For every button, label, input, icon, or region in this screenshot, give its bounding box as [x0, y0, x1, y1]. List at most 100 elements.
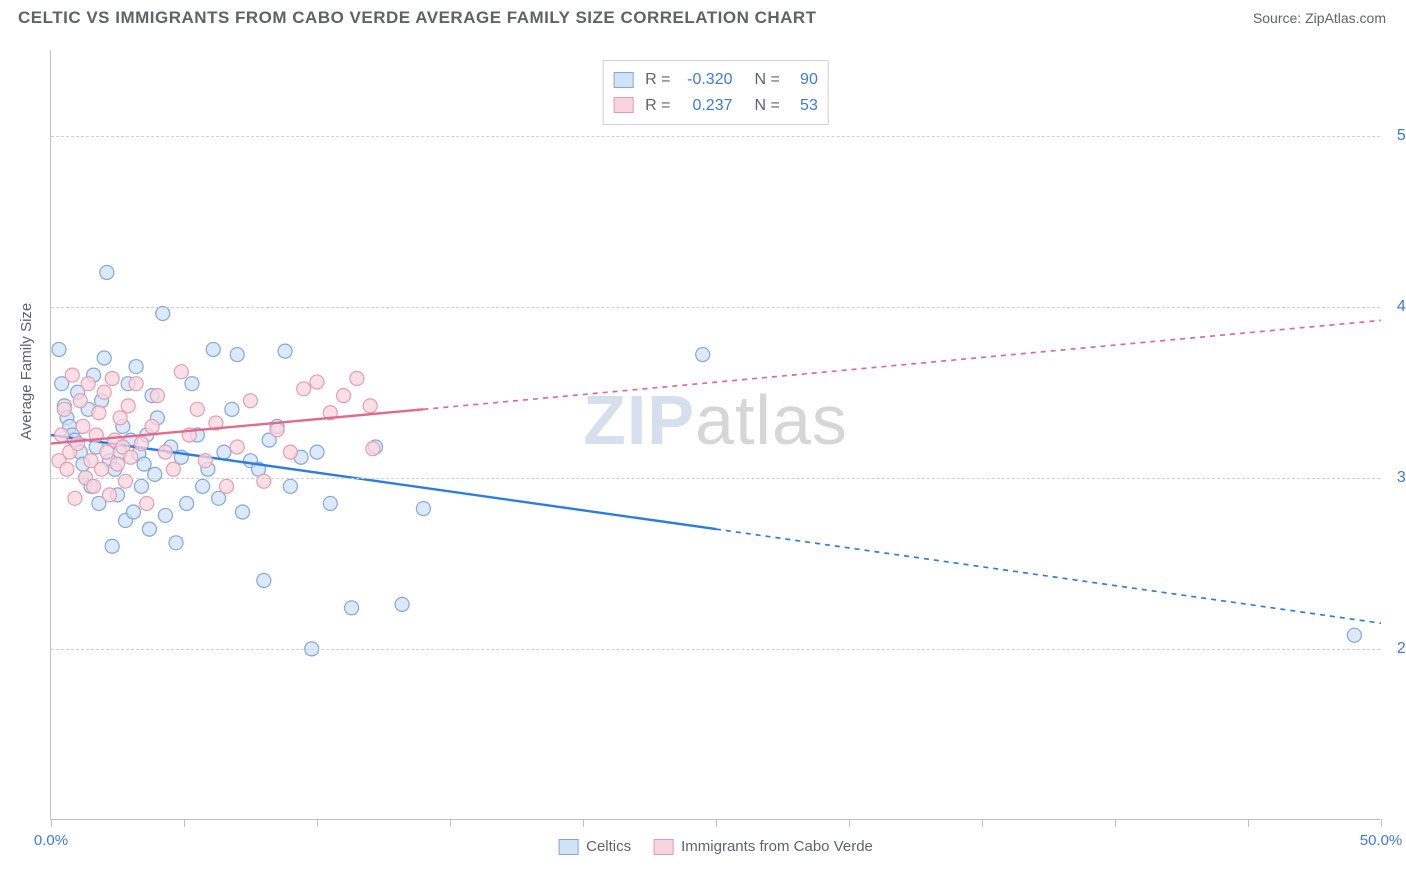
data-point-cabo	[134, 437, 148, 451]
data-point-celtics	[158, 508, 172, 522]
data-point-cabo	[310, 375, 324, 389]
data-point-cabo	[76, 419, 90, 433]
data-point-celtics	[395, 597, 409, 611]
legend-swatch	[613, 72, 633, 88]
data-point-celtics	[278, 344, 292, 358]
y-tick-label: 4.00	[1397, 298, 1406, 316]
gridline	[51, 649, 1380, 650]
x-tick	[716, 819, 717, 827]
data-point-celtics	[416, 502, 430, 516]
data-point-cabo	[105, 372, 119, 386]
chart-source: Source: ZipAtlas.com	[1253, 10, 1386, 26]
data-point-cabo	[111, 457, 125, 471]
data-point-cabo	[230, 440, 244, 454]
data-point-cabo	[92, 406, 106, 420]
data-point-cabo	[190, 402, 204, 416]
data-point-celtics	[283, 479, 297, 493]
x-tick	[849, 819, 850, 827]
data-point-cabo	[100, 445, 114, 459]
x-tick-label: 0.0%	[34, 832, 68, 849]
legend-label: Celtics	[586, 838, 631, 855]
data-point-cabo	[97, 385, 111, 399]
data-point-cabo	[145, 419, 159, 433]
trend-line-dashed-celtics	[716, 529, 1381, 623]
x-tick	[184, 819, 185, 827]
data-point-cabo	[158, 445, 172, 459]
data-point-cabo	[124, 450, 138, 464]
data-point-cabo	[71, 437, 85, 451]
data-point-cabo	[103, 488, 117, 502]
data-point-cabo	[68, 491, 82, 505]
data-point-cabo	[65, 368, 79, 382]
r-label: R =	[645, 67, 670, 93]
legend-item: Celtics	[558, 838, 631, 855]
data-point-cabo	[118, 474, 132, 488]
data-point-cabo	[60, 462, 74, 476]
n-label: N =	[755, 93, 780, 119]
data-point-celtics	[156, 307, 170, 321]
data-point-celtics	[1347, 628, 1361, 642]
data-point-celtics	[323, 496, 337, 510]
data-point-cabo	[337, 389, 351, 403]
legend-series: Celtics Immigrants from Cabo Verde	[558, 838, 873, 855]
data-point-cabo	[363, 399, 377, 413]
data-point-celtics	[126, 505, 140, 519]
legend-stat-row-cabo: R = 0.237 N = 53	[613, 93, 818, 119]
data-point-cabo	[113, 411, 127, 425]
data-point-celtics	[142, 522, 156, 536]
legend-stat-row-celtics: R =-0.320N =90	[613, 67, 818, 93]
r-value: 0.237	[679, 93, 733, 119]
data-point-celtics	[52, 342, 66, 356]
data-point-celtics	[257, 573, 271, 587]
data-point-celtics	[206, 342, 220, 356]
r-label: R =	[645, 93, 670, 119]
x-tick	[982, 819, 983, 827]
data-point-cabo	[57, 402, 71, 416]
chart-svg	[51, 50, 1380, 819]
data-point-celtics	[185, 377, 199, 391]
data-point-celtics	[97, 351, 111, 365]
legend-swatch	[558, 839, 578, 855]
legend-swatch	[613, 97, 633, 113]
data-point-cabo	[220, 479, 234, 493]
data-point-celtics	[100, 265, 114, 279]
trend-line-dashed-cabo	[423, 320, 1381, 409]
x-tick	[317, 819, 318, 827]
chart-title: CELTIC VS IMMIGRANTS FROM CABO VERDE AVE…	[18, 8, 817, 28]
data-point-cabo	[257, 474, 271, 488]
n-value: 90	[788, 67, 818, 93]
data-point-cabo	[81, 377, 95, 391]
data-point-celtics	[180, 496, 194, 510]
data-point-cabo	[55, 428, 69, 442]
data-point-celtics	[169, 536, 183, 550]
data-point-celtics	[105, 539, 119, 553]
data-point-celtics	[696, 348, 710, 362]
chart-plot-area: ZIPatlas R =-0.320N =90R =0.237N =53 Cel…	[50, 50, 1380, 820]
legend-swatch	[653, 839, 673, 855]
legend-item: Immigrants from Cabo Verde	[653, 838, 873, 855]
data-point-celtics	[129, 360, 143, 374]
data-point-cabo	[198, 454, 212, 468]
x-tick	[1381, 819, 1382, 827]
data-point-cabo	[87, 479, 101, 493]
gridline	[51, 478, 1380, 479]
data-point-cabo	[95, 462, 109, 476]
data-point-celtics	[236, 505, 250, 519]
data-point-cabo	[174, 365, 188, 379]
chart-header: CELTIC VS IMMIGRANTS FROM CABO VERDE AVE…	[0, 0, 1406, 32]
r-value: -0.320	[679, 67, 733, 93]
data-point-celtics	[196, 479, 210, 493]
x-tick-label: 50.0%	[1360, 832, 1403, 849]
x-tick	[450, 819, 451, 827]
data-point-celtics	[310, 445, 324, 459]
n-value: 53	[788, 93, 818, 119]
y-tick-label: 3.00	[1397, 469, 1406, 487]
data-point-cabo	[121, 399, 135, 413]
data-point-celtics	[212, 491, 226, 505]
x-tick	[51, 819, 52, 827]
legend-stats: R = -0.320 N = 90R = 0.237 N = 53	[602, 60, 829, 125]
data-point-celtics	[345, 601, 359, 615]
data-point-cabo	[150, 389, 164, 403]
data-point-celtics	[225, 402, 239, 416]
data-point-cabo	[366, 442, 380, 456]
